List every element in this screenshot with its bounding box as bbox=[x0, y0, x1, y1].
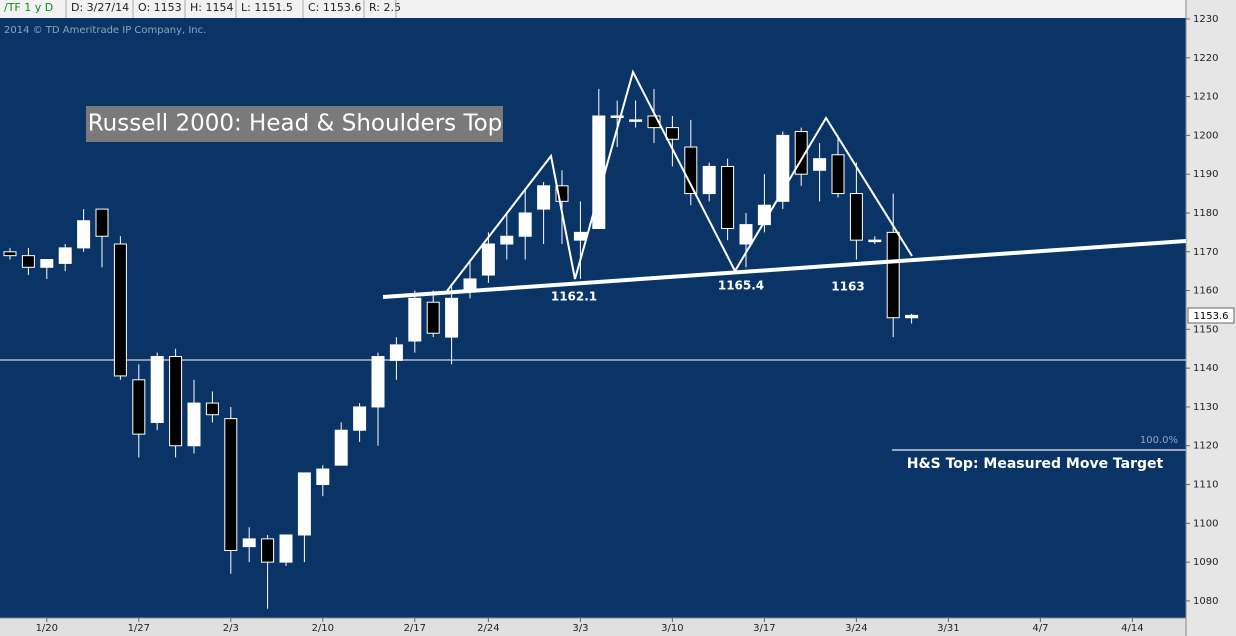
candle-body bbox=[481, 243, 495, 276]
header-range: R: 2.5 bbox=[369, 1, 401, 14]
candle-body bbox=[21, 255, 35, 268]
x-tick-label: 2/10 bbox=[312, 623, 334, 634]
candle-body bbox=[721, 165, 735, 229]
x-tick-label: 2/17 bbox=[404, 623, 426, 634]
candle-body bbox=[279, 534, 293, 563]
low-label: 1165.4 bbox=[718, 279, 764, 293]
y-tick-label: 1080 bbox=[1193, 596, 1218, 607]
x-tick-label: 3/3 bbox=[572, 623, 588, 634]
candle-body bbox=[426, 301, 440, 334]
x-tick-label: 3/24 bbox=[845, 623, 867, 634]
price-label: 1153.6 bbox=[1194, 311, 1229, 322]
header-symbol: /TF 1 y D bbox=[4, 1, 53, 14]
y-tick-label: 1180 bbox=[1193, 208, 1218, 219]
y-tick-label: 1100 bbox=[1193, 518, 1218, 529]
x-axis-area bbox=[0, 618, 1186, 636]
candle-body bbox=[518, 212, 532, 237]
x-tick-label: 4/7 bbox=[1032, 623, 1048, 634]
candle-body bbox=[868, 239, 882, 243]
candle-body bbox=[40, 259, 54, 268]
candle-body bbox=[684, 146, 698, 195]
candle-body bbox=[886, 231, 900, 319]
y-tick-label: 1220 bbox=[1193, 53, 1218, 64]
pattern-outline bbox=[446, 69, 913, 292]
candle-body bbox=[408, 297, 422, 342]
header-bar bbox=[0, 0, 1186, 18]
neckline bbox=[382, 239, 1187, 299]
candle-body bbox=[702, 165, 716, 195]
candle-body bbox=[647, 115, 661, 129]
target-percent: 100.0% bbox=[1140, 435, 1178, 446]
candle-body bbox=[242, 538, 256, 548]
chart-title: Russell 2000: Head & Shoulders Top bbox=[88, 111, 503, 137]
target-label: H&S Top: Measured Move Target bbox=[907, 456, 1164, 472]
y-tick-label: 1160 bbox=[1193, 286, 1218, 297]
candle-body bbox=[665, 127, 679, 140]
candle-body bbox=[261, 538, 275, 563]
x-tick-label: 1/20 bbox=[36, 623, 58, 634]
low-label: 1163 bbox=[831, 280, 864, 294]
copyright: 2014 © TD Ameritrade IP Company, Inc. bbox=[4, 25, 206, 36]
x-tick-label: 2/24 bbox=[477, 623, 499, 634]
x-tick-label: 3/10 bbox=[661, 623, 683, 634]
title-box bbox=[86, 106, 503, 142]
y-tick-label: 1210 bbox=[1193, 92, 1218, 103]
x-tick-label: 1/27 bbox=[128, 623, 150, 634]
y-tick-label: 1170 bbox=[1193, 247, 1218, 258]
candle-body bbox=[445, 297, 459, 338]
candle-body bbox=[58, 247, 72, 264]
y-tick-label: 1200 bbox=[1193, 130, 1218, 141]
low-label: 1162.1 bbox=[551, 290, 597, 304]
x-tick-label: 3/31 bbox=[937, 623, 959, 634]
y-tick-label: 1130 bbox=[1193, 402, 1218, 413]
candle-body bbox=[150, 356, 164, 423]
candle-body bbox=[739, 224, 753, 245]
header-date: D: 3/27/14 bbox=[71, 1, 129, 14]
candle-body bbox=[205, 402, 219, 416]
candle-body bbox=[371, 356, 385, 408]
candle-body bbox=[849, 193, 863, 241]
candle-body bbox=[573, 231, 587, 241]
header-high: H: 1154 bbox=[190, 1, 233, 14]
x-tick-label: 3/17 bbox=[753, 623, 775, 634]
candle-body bbox=[95, 208, 109, 237]
x-tick-label: 2/3 bbox=[223, 623, 239, 634]
header-open: O: 1153 bbox=[138, 1, 182, 14]
candle-body bbox=[500, 235, 514, 245]
candle-body bbox=[610, 115, 624, 118]
y-tick-label: 1230 bbox=[1193, 14, 1218, 25]
price-label-box bbox=[1187, 307, 1235, 324]
candle-body bbox=[77, 220, 91, 249]
candle-body bbox=[389, 344, 403, 361]
candle-body bbox=[187, 402, 201, 447]
candle-body bbox=[813, 158, 827, 171]
y-tick-label: 1190 bbox=[1193, 169, 1218, 180]
candle-body bbox=[132, 379, 146, 435]
candle-body bbox=[757, 204, 771, 226]
x-tick-label: 4/14 bbox=[1121, 623, 1143, 634]
candle-body bbox=[113, 243, 127, 377]
y-tick-label: 1140 bbox=[1193, 363, 1218, 374]
candle-body bbox=[3, 251, 17, 257]
y-tick-label: 1110 bbox=[1193, 480, 1218, 491]
candle-body bbox=[334, 429, 348, 466]
y-tick-label: 1120 bbox=[1193, 441, 1218, 452]
candle-body bbox=[629, 119, 643, 122]
y-tick-label: 1090 bbox=[1193, 557, 1218, 568]
candle-body bbox=[297, 472, 311, 536]
candle-body bbox=[224, 418, 238, 551]
candle-body bbox=[169, 356, 183, 447]
header-close: C: 1153.6 bbox=[308, 1, 361, 14]
candle-body bbox=[831, 154, 845, 195]
header-low: L: 1151.5 bbox=[241, 1, 293, 14]
candle-body bbox=[905, 314, 919, 319]
candle-body bbox=[353, 406, 367, 431]
candle-body bbox=[316, 468, 330, 486]
y-tick-label: 1150 bbox=[1193, 324, 1218, 335]
candle-body bbox=[537, 185, 551, 210]
